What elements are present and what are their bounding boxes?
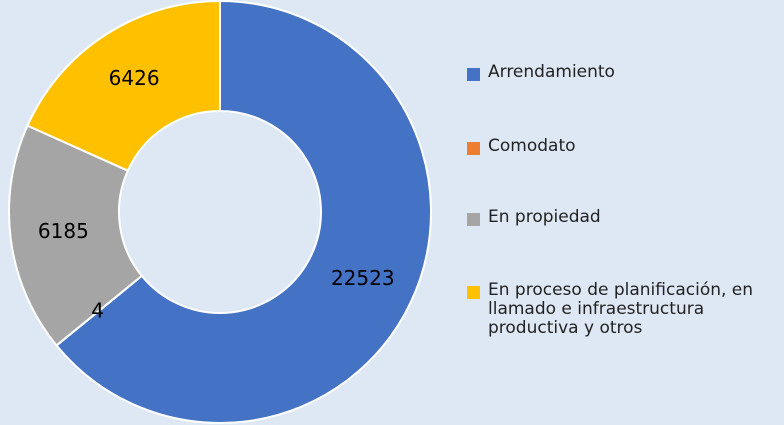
- legend-label: Arrendamiento: [488, 62, 615, 82]
- legend-swatch: [467, 68, 480, 81]
- legend-item: Comodato: [467, 137, 784, 156]
- slice: [26, 0, 221, 172]
- data-label: 6185: [38, 219, 89, 243]
- slice: [55, 0, 432, 424]
- data-label: 4: [91, 298, 104, 322]
- slice: [8, 124, 144, 347]
- legend-label: En proceso de planificación, en llamado …: [488, 280, 754, 338]
- legend-label: Comodato: [488, 136, 576, 156]
- legend-swatch: [467, 213, 480, 226]
- legend-swatch: [467, 286, 480, 299]
- legend-item: En proceso de planificación, en llamado …: [467, 281, 784, 338]
- legend-item: En propiedad: [467, 208, 784, 227]
- legend-swatch: [467, 142, 480, 155]
- data-label: 6426: [109, 66, 160, 90]
- legend-label: En propiedad: [488, 207, 601, 227]
- legend-item: Arrendamiento: [467, 63, 784, 82]
- data-label: 22523: [331, 266, 395, 290]
